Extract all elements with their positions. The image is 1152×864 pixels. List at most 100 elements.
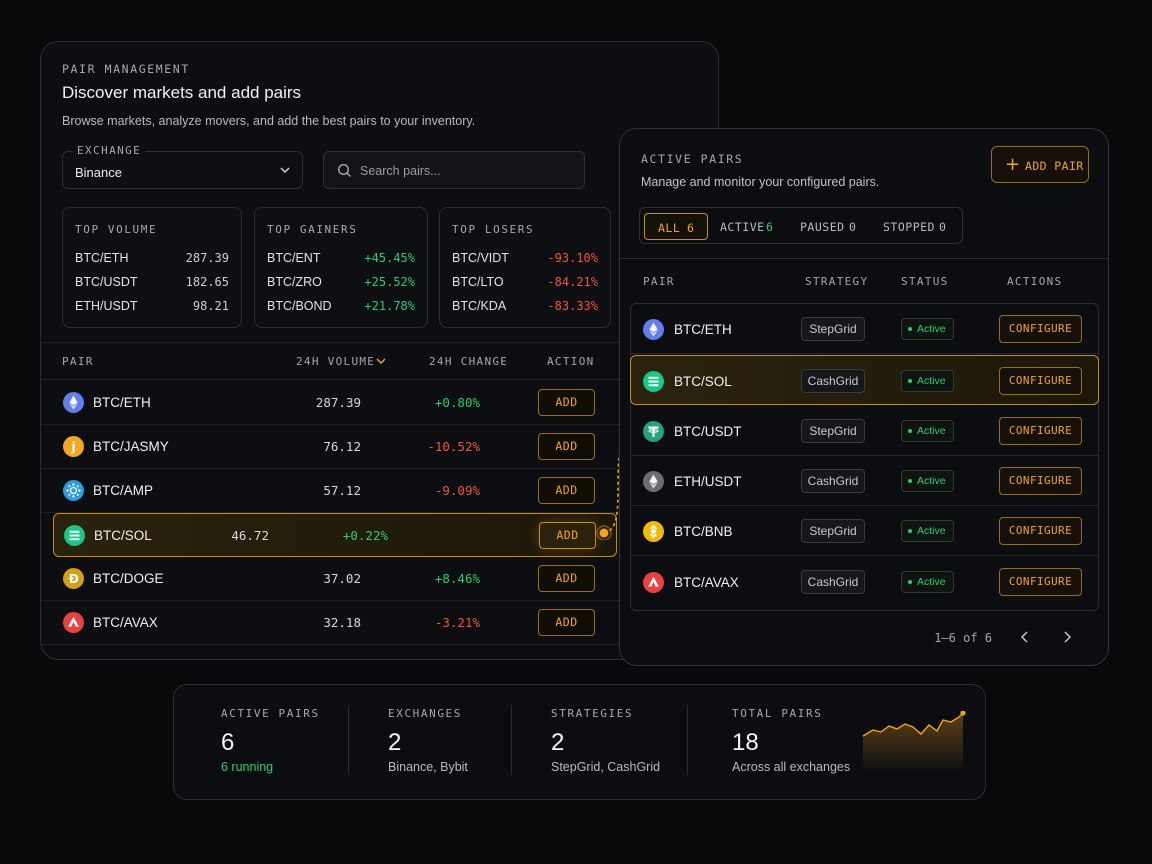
active-pairs-eyebrow: ACTIVE PAIRS [641, 152, 744, 166]
configure-button[interactable]: CONFIGURE [999, 315, 1082, 343]
stat-value: +21.78% [364, 299, 415, 313]
column-header-volume[interactable]: 24H VOLUME [296, 355, 376, 368]
sparkline-endpoint [960, 711, 966, 716]
pair-management-subtitle: Browse markets, analyze movers, and add … [62, 114, 476, 128]
pair-name: BTC/AVAX [93, 615, 158, 630]
tab-count: 6 [687, 221, 695, 235]
divider [511, 705, 512, 775]
solana-icon [643, 371, 664, 392]
tab-stopped[interactable]: STOPPED 0 [883, 213, 959, 240]
stat-value: -83.33% [547, 299, 598, 313]
table-row: BTC/USDT StepGrid Active CONFIGURE [631, 406, 1098, 456]
table-row-selected[interactable]: BTC/SOL 46.72 +0.22% ADD [53, 513, 617, 557]
search-input[interactable] [360, 161, 570, 181]
pair-name: BTC/JASMY [93, 439, 169, 454]
column-header-pair: PAIR [643, 275, 675, 288]
configure-button[interactable]: CONFIGURE [999, 568, 1082, 596]
strategy-badge: CashGrid [801, 369, 865, 393]
summary-label: EXCHANGES [388, 707, 463, 720]
row-divider [631, 455, 1098, 456]
stat-pair: ETH/USDT [75, 299, 138, 313]
top-losers-row: BTC/LTO -84.21% [452, 275, 598, 291]
configure-button[interactable]: CONFIGURE [999, 517, 1082, 545]
add-button[interactable]: ADD [538, 389, 595, 416]
divider [687, 705, 688, 775]
divider [348, 705, 349, 775]
pair-change: -10.52% [427, 439, 480, 454]
pagination-label: 1–6 of 6 [934, 631, 992, 645]
table-row-selected[interactable]: BTC/SOL CashGrid Active CONFIGURE [630, 355, 1099, 405]
chevron-right-icon[interactable] [1059, 629, 1075, 645]
pair-change: +8.46% [434, 571, 480, 586]
summary-note: Binance, Bybit [388, 760, 468, 774]
add-button[interactable]: ADD [538, 477, 595, 504]
tab-active[interactable]: ACTIVE 6 [720, 213, 790, 240]
search-icon [337, 163, 351, 177]
status-badge: Active [901, 318, 954, 340]
pair-name: BTC/ETH [93, 395, 151, 410]
pair-name: BTC/ETH [674, 322, 732, 337]
top-gainers-row: BTC/ENT +45.45% [267, 251, 415, 267]
active-pairs-table: BTC/ETH StepGrid Active CONFIGURE BTC/SO… [630, 303, 1099, 611]
chevron-left-icon[interactable] [1017, 629, 1033, 645]
stat-pair: BTC/USDT [75, 275, 138, 289]
configure-button[interactable]: CONFIGURE [999, 367, 1082, 395]
add-button[interactable]: ADD [538, 433, 595, 460]
pair-change: +0.80% [434, 395, 480, 410]
pair-volume: 37.02 [323, 571, 361, 586]
summary-value: 18 [732, 729, 759, 756]
stat-pair: BTC/BOND [267, 299, 332, 313]
stat-value: 182.65 [185, 275, 229, 289]
row-divider [41, 512, 718, 513]
status-badge: Active [901, 470, 954, 492]
exchange-select[interactable]: EXCHANGE Binance [62, 144, 303, 189]
add-pair-button[interactable]: + ADD PAIR [991, 146, 1089, 183]
add-button[interactable]: ADD [538, 565, 595, 592]
top-volume-row: ETH/USDT 98.21 [75, 299, 229, 315]
top-gainers-row: BTC/BOND +21.78% [267, 299, 415, 315]
row-divider [41, 644, 718, 645]
pair-volume: 57.12 [323, 483, 361, 498]
strategy-badge: StepGrid [801, 419, 865, 443]
sort-chevron-down-icon[interactable] [376, 357, 386, 365]
add-button[interactable]: ADD [538, 609, 595, 636]
configure-button[interactable]: CONFIGURE [999, 417, 1082, 445]
stat-value: 98.21 [192, 299, 229, 313]
pair-volume: 76.12 [323, 439, 361, 454]
tab-paused[interactable]: PAUSED 0 [800, 213, 870, 240]
stat-pair: BTC/KDA [452, 299, 507, 313]
add-button[interactable]: ADD [539, 522, 596, 549]
pair-change: -9.09% [434, 483, 480, 498]
status-label: Active [917, 425, 946, 437]
divider [620, 258, 1108, 259]
chevron-down-icon [280, 167, 290, 174]
summary-label: ACTIVE PAIRS [221, 707, 320, 720]
row-divider [631, 353, 1098, 354]
strategy-badge: StepGrid [801, 317, 865, 341]
status-badge: Active [901, 370, 954, 392]
pair-volume: 46.72 [231, 528, 269, 543]
top-volume-box: TOP VOLUME BTC/ETH 287.39 BTC/USDT 182.6… [62, 207, 242, 328]
summary-bar: ACTIVE PAIRS 6 6 running EXCHANGES 2 Bin… [173, 684, 986, 800]
pair-management-card: PAIR MANAGEMENT Discover markets and add… [40, 41, 719, 660]
stat-value: +45.45% [364, 251, 415, 265]
tab-label: PAUSED [800, 220, 845, 234]
row-divider [631, 505, 1098, 506]
stat-pair: BTC/ETH [75, 251, 129, 265]
configure-button[interactable]: CONFIGURE [999, 467, 1082, 495]
tab-all[interactable]: ALL 6 [644, 213, 708, 240]
status-dot [908, 529, 912, 533]
strategy-badge: StepGrid [801, 519, 865, 543]
pair-name: BTC/DOGE [93, 571, 164, 586]
top-losers-label: TOP LOSERS [452, 223, 535, 236]
column-header-status: STATUS [901, 275, 949, 288]
active-pairs-card: ACTIVE PAIRS Manage and monitor your con… [619, 128, 1109, 666]
top-losers-row: BTC/KDA -83.33% [452, 299, 598, 315]
pair-management-title: Discover markets and add pairs [62, 83, 302, 102]
row-divider [41, 424, 718, 425]
table-row: Đ BTC/DOGE 37.02 +8.46% ADD [41, 557, 718, 601]
avalanche-icon [643, 572, 664, 593]
pair-change: +0.22% [342, 528, 388, 543]
stat-value: -84.21% [547, 275, 598, 289]
add-pair-label: ADD PAIR [1025, 159, 1084, 173]
